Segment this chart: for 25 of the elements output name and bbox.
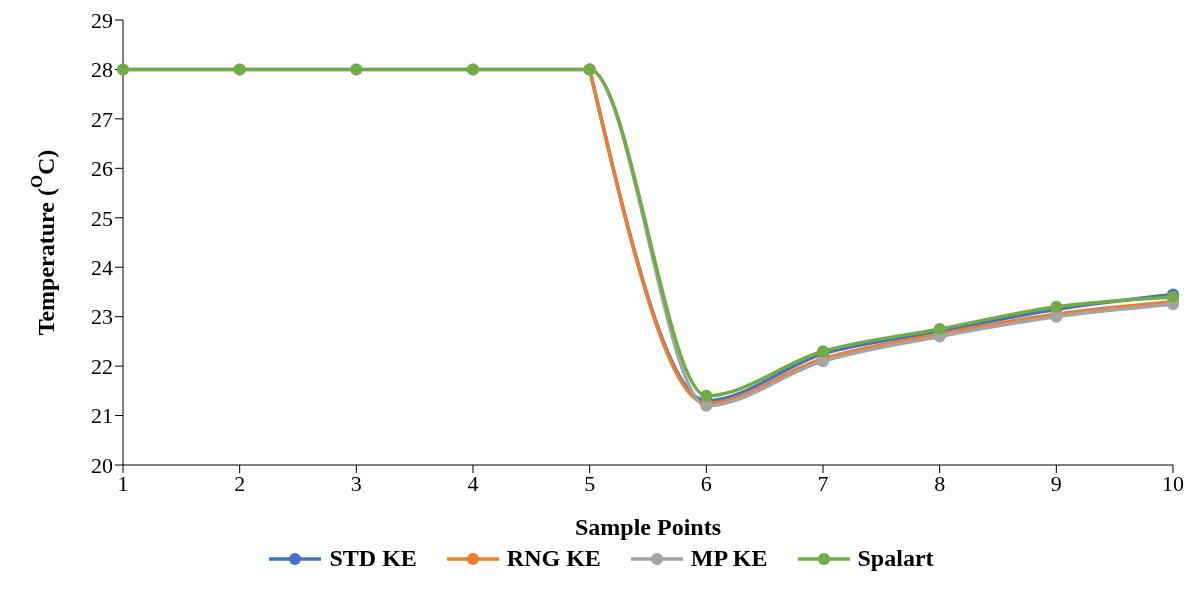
legend-label: MP KE: [690, 545, 768, 572]
y-tick-label: 25: [91, 205, 113, 231]
y-tick-label: 26: [91, 156, 113, 182]
x-tick-label: 10: [1162, 470, 1184, 496]
legend-label: RNG KE: [506, 545, 601, 572]
y-tick-label: 20: [91, 452, 113, 478]
y-tick-label: 24: [91, 255, 113, 281]
y-tick-label: 22: [91, 353, 113, 379]
x-tick-label: 5: [584, 470, 596, 496]
x-tick-label: 2: [234, 470, 246, 496]
x-axis-title: Sample Points: [574, 514, 722, 540]
x-tick-label: 1: [117, 470, 129, 496]
x-tick-label: 6: [700, 470, 712, 496]
y-tick-label: 29: [91, 7, 113, 33]
x-tick-label: 7: [817, 470, 829, 496]
y-tick-label: 21: [91, 403, 113, 429]
legend-label: Spalart: [857, 545, 934, 572]
y-tick-label: 27: [91, 106, 113, 132]
legend-label: STD KE: [329, 545, 417, 572]
y-tick-label: 23: [91, 304, 113, 330]
x-tick-label: 9: [1050, 470, 1062, 496]
x-tick-label: 3: [350, 470, 362, 496]
y-tick-label: 28: [91, 57, 113, 83]
x-tick-label: 4: [467, 470, 479, 496]
x-tick-label: 8: [934, 470, 946, 496]
